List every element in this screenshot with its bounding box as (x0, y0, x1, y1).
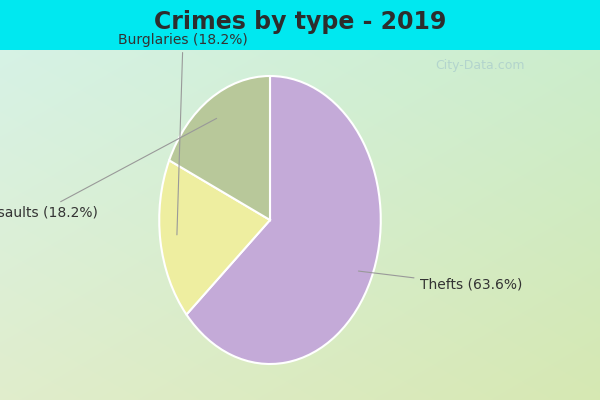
Text: Burglaries (18.2%): Burglaries (18.2%) (118, 33, 248, 235)
Text: Thefts (63.6%): Thefts (63.6%) (358, 271, 522, 292)
Wedge shape (187, 76, 381, 364)
Wedge shape (169, 76, 270, 220)
Text: Assaults (18.2%): Assaults (18.2%) (0, 118, 217, 220)
Wedge shape (159, 160, 270, 314)
Text: Crimes by type - 2019: Crimes by type - 2019 (154, 10, 446, 34)
Text: City-Data.com: City-Data.com (435, 60, 525, 72)
